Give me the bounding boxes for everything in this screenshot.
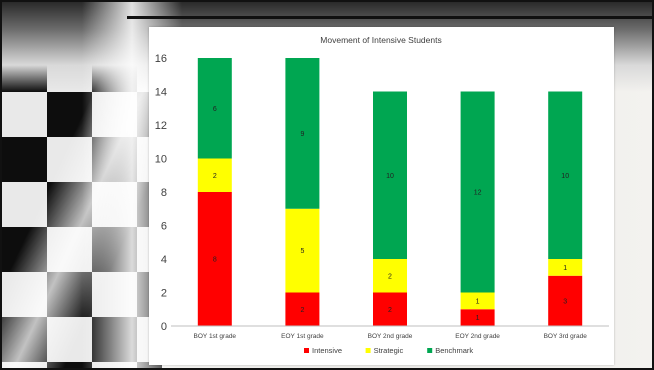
x-tick-label: BOY 2nd grade	[368, 333, 413, 340]
y-tick-label: 2	[161, 288, 167, 300]
y-tick-label: 4	[161, 254, 167, 266]
bar-segment-intensive	[197, 192, 232, 326]
data-label-intensive: 8	[213, 257, 217, 264]
data-label-strategic: 2	[213, 173, 217, 180]
bar-segment-intensive	[548, 275, 583, 326]
data-label-benchmark: 10	[561, 173, 569, 180]
y-tick-label: 12	[155, 120, 167, 132]
chart-panel: Movement of Intensive Students 0 2 4 6 8 10 12…	[149, 27, 614, 365]
legend-swatch-benchmark	[427, 348, 433, 353]
legend-entry-intensive: Intensive	[312, 346, 342, 355]
y-tick-label: 16	[155, 53, 167, 65]
x-tick-label: BOY 1st grade	[194, 333, 237, 340]
data-label-intensive: 3	[563, 298, 567, 305]
x-tick-label: EOY 2nd grade	[455, 333, 500, 340]
bar-segment-benchmark	[285, 58, 320, 209]
data-label-benchmark: 12	[474, 190, 482, 197]
bar-segment-benchmark	[460, 91, 495, 293]
bar-segment-intensive	[285, 292, 320, 326]
x-tick-label: BOY 3rd grade	[544, 333, 588, 340]
title-rule	[127, 16, 652, 19]
bar-segment-strategic	[285, 208, 320, 293]
data-label-intensive: 2	[300, 307, 304, 314]
data-label-benchmark: 9	[300, 131, 304, 138]
stacked-bar-chart: Movement of Intensive Students 024681012…	[155, 35, 609, 355]
legend-swatch-strategic	[365, 348, 371, 353]
data-label-benchmark: 10	[386, 173, 394, 180]
y-tick-label: 6	[161, 221, 167, 233]
y-tick-label: 10	[155, 154, 167, 166]
data-label-strategic: 2	[388, 273, 392, 280]
y-tick-label: 14	[155, 87, 167, 99]
bar-segment-strategic	[548, 259, 583, 276]
y-tick-label: 8	[161, 187, 167, 199]
legend-entry-strategic: Strategic	[374, 346, 404, 355]
data-label-intensive: 2	[388, 307, 392, 314]
chart-title: Movement of Intensive Students	[320, 35, 441, 45]
bar-segment-strategic	[373, 259, 407, 293]
bar-segment-benchmark	[373, 91, 407, 259]
bar-segment-strategic	[197, 158, 232, 192]
data-label-benchmark: 6	[213, 106, 217, 113]
data-label-intensive: 1	[476, 315, 480, 322]
data-label-strategic: 1	[563, 265, 567, 272]
legend-entry-benchmark: Benchmark	[435, 346, 473, 355]
x-tick-label: EOY 1st grade	[281, 333, 324, 340]
bar-segment-benchmark	[548, 91, 583, 259]
bar-segment-benchmark	[197, 58, 232, 159]
bar-segment-intensive	[373, 292, 407, 326]
data-label-strategic: 1	[476, 298, 480, 305]
bar-segment-strategic	[460, 292, 495, 310]
legend-swatch-intensive	[304, 348, 309, 353]
data-label-strategic: 5	[300, 248, 304, 255]
y-tick-label: 0	[161, 321, 167, 333]
bar-segment-intensive	[460, 309, 495, 326]
